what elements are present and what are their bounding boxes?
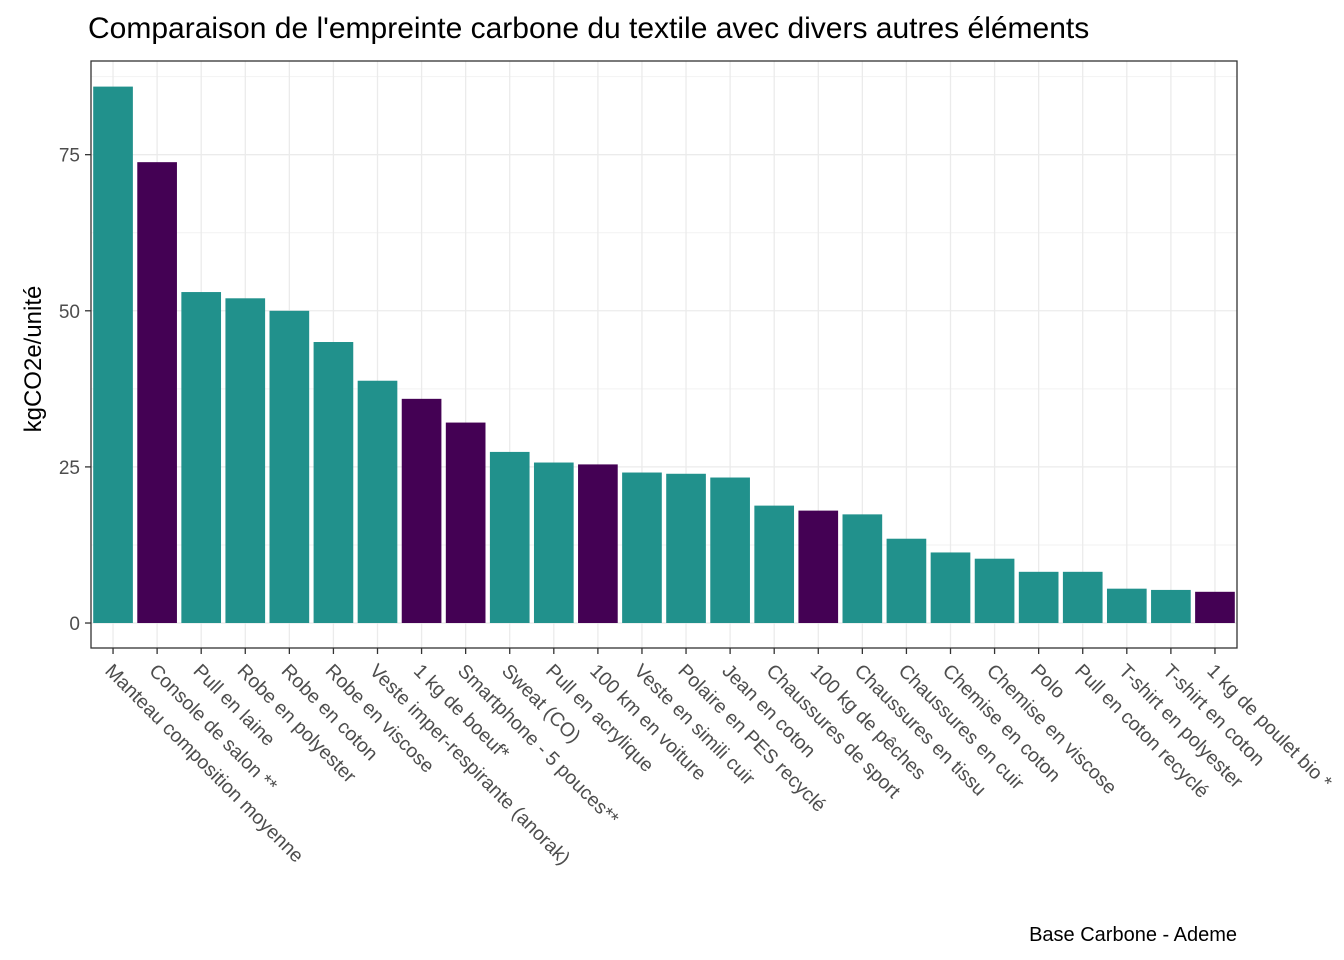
bar — [886, 538, 927, 624]
y-tick-label: 0 — [69, 614, 80, 635]
bar — [269, 310, 310, 624]
y-tick-label: 25 — [59, 458, 80, 479]
bar — [1151, 589, 1191, 624]
bar — [401, 398, 442, 624]
bar — [1106, 588, 1147, 624]
chart-caption: Base Carbone - Ademe — [1029, 924, 1237, 946]
bar — [1018, 571, 1059, 624]
bar — [578, 464, 618, 624]
bar — [622, 472, 662, 624]
bar — [666, 473, 706, 624]
bar — [181, 292, 222, 624]
bar — [137, 162, 177, 624]
bar — [710, 477, 750, 624]
bar — [445, 422, 486, 624]
y-tick-label: 75 — [59, 146, 80, 167]
bar — [93, 86, 133, 624]
y-tick-label: 50 — [59, 302, 80, 323]
bar — [974, 558, 1015, 624]
chart-title: Comparaison de l'empreinte carbone du te… — [88, 12, 1089, 45]
y-axis: 0 25 50 75 — [59, 146, 91, 635]
bar — [225, 298, 266, 624]
panel-border — [90, 60, 1238, 649]
bar — [930, 552, 971, 624]
bar — [754, 505, 795, 624]
y-axis-label: kgCO2e/unité — [20, 286, 47, 433]
bar — [313, 342, 354, 624]
bar — [1062, 571, 1103, 624]
plot-panel — [90, 60, 1238, 649]
bar — [1195, 591, 1235, 624]
bar — [357, 380, 398, 624]
bar — [798, 510, 839, 624]
bar — [489, 451, 530, 624]
bar — [533, 462, 574, 624]
bar — [842, 514, 883, 624]
